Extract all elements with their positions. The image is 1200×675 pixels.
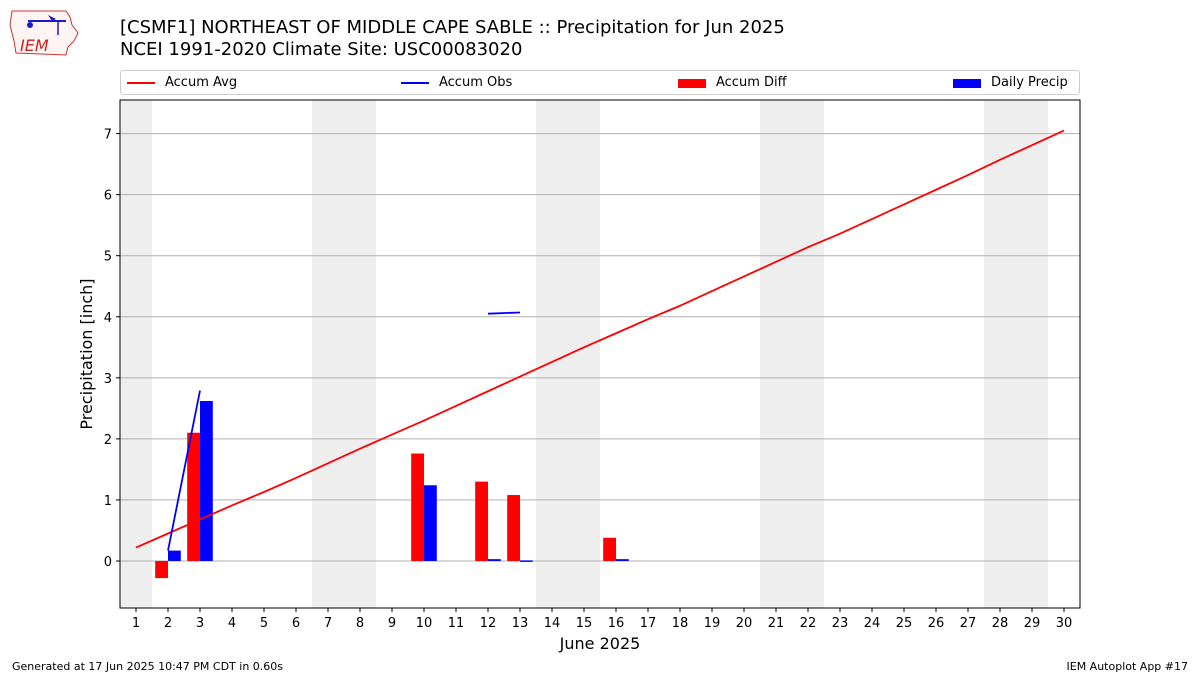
plot-frame	[119, 99, 1081, 609]
y-tick-label: 4	[104, 311, 112, 326]
y-tick-label: 7	[104, 128, 112, 143]
x-axis-label: June 2025	[559, 634, 641, 653]
x-tick-label: 17	[640, 616, 657, 631]
x-tick-label: 13	[512, 616, 529, 631]
x-tick-label: 11	[448, 616, 465, 631]
logo-text: IEM	[20, 36, 49, 55]
x-tick-label: 27	[960, 616, 977, 631]
x-tick-label: 29	[1024, 616, 1041, 631]
accum-diff-bar	[475, 481, 488, 561]
accum-avg-line	[135, 129, 1065, 549]
accum-obs-line	[167, 390, 201, 551]
x-tick-label: 23	[832, 616, 849, 631]
weekend-band	[792, 100, 824, 608]
x-tick-label: 21	[768, 616, 785, 631]
x-tick-label: 19	[704, 616, 721, 631]
iem-logo-graphic: IEM	[9, 10, 79, 56]
x-tick-label: 24	[864, 616, 881, 631]
accum-diff-bar	[155, 560, 168, 579]
x-tick-label: 3	[196, 616, 204, 631]
weekend-band	[984, 100, 1016, 608]
x-tick-label: 16	[608, 616, 625, 631]
accum-diff-bar	[507, 495, 520, 561]
legend-label: Accum Diff	[716, 75, 787, 90]
x-tick-label: 30	[1056, 616, 1073, 631]
y-tick-label: 6	[104, 189, 112, 204]
weekend-band	[536, 100, 568, 608]
x-tick-label: 22	[800, 616, 817, 631]
x-tick-label: 26	[928, 616, 945, 631]
x-tick-label: 25	[896, 616, 913, 631]
x-tick-label: 18	[672, 616, 689, 631]
iem-logo: IEM	[8, 5, 80, 59]
x-tick-label: 8	[356, 616, 364, 631]
legend-label: Accum Obs	[439, 75, 513, 90]
legend-swatch-diff	[678, 79, 706, 88]
legend: Accum Avg Accum Obs Accum Diff Daily Pre…	[120, 70, 1080, 95]
daily-precip-bar	[168, 550, 181, 561]
weekend-band	[120, 100, 152, 608]
daily-precip-bar	[488, 559, 501, 561]
accum-diff-bar	[603, 537, 616, 561]
x-tick-label: 6	[292, 616, 300, 631]
x-tick-label: 12	[480, 616, 497, 631]
legend-swatch-avg	[127, 82, 155, 84]
legend-swatch-obs	[401, 82, 429, 84]
accum-diff-bar	[187, 432, 200, 561]
y-tick-label: 5	[104, 250, 112, 265]
weekend-band	[312, 100, 344, 608]
x-tick-label: 20	[736, 616, 753, 631]
daily-precip-bar	[520, 560, 533, 562]
x-tick-label: 5	[260, 616, 268, 631]
legend-swatch-daily	[953, 79, 981, 88]
accum-diff-bar	[411, 453, 424, 561]
legend-label: Daily Precip	[991, 75, 1068, 90]
x-tick-label: 7	[324, 616, 332, 631]
accum-obs-line	[487, 311, 521, 315]
title-line-2: NCEI 1991-2020 Climate Site: USC00083020	[120, 39, 523, 60]
weekend-band	[568, 100, 600, 608]
weekend-band	[344, 100, 376, 608]
x-tick-label: 14	[544, 616, 561, 631]
x-tick-label: 9	[388, 616, 396, 631]
x-tick-label: 15	[576, 616, 593, 631]
weekend-band	[760, 100, 792, 608]
generated-timestamp: Generated at 17 Jun 2025 10:47 PM CDT in…	[12, 660, 284, 673]
y-tick-label: 0	[104, 555, 112, 570]
chart-title: [CSMF1] NORTHEAST OF MIDDLE CAPE SABLE :…	[120, 17, 785, 61]
x-tick-label: 1	[132, 616, 140, 631]
y-tick-label: 1	[104, 494, 112, 509]
y-tick-label: 3	[104, 372, 112, 387]
app-label: IEM Autoplot App #17	[1066, 660, 1189, 673]
weekend-band	[1016, 100, 1048, 608]
x-tick-label: 10	[416, 616, 433, 631]
legend-label: Accum Avg	[165, 75, 238, 90]
y-axis-label: Precipitation [inch]	[77, 278, 96, 429]
daily-precip-bar	[424, 485, 437, 561]
daily-precip-bar	[200, 401, 213, 561]
x-tick-label: 2	[164, 616, 172, 631]
x-tick-label: 28	[992, 616, 1009, 631]
x-tick-label: 4	[228, 616, 236, 631]
title-line-1: [CSMF1] NORTHEAST OF MIDDLE CAPE SABLE :…	[120, 17, 785, 38]
y-tick-label: 2	[104, 433, 112, 448]
daily-precip-bar	[616, 559, 629, 561]
